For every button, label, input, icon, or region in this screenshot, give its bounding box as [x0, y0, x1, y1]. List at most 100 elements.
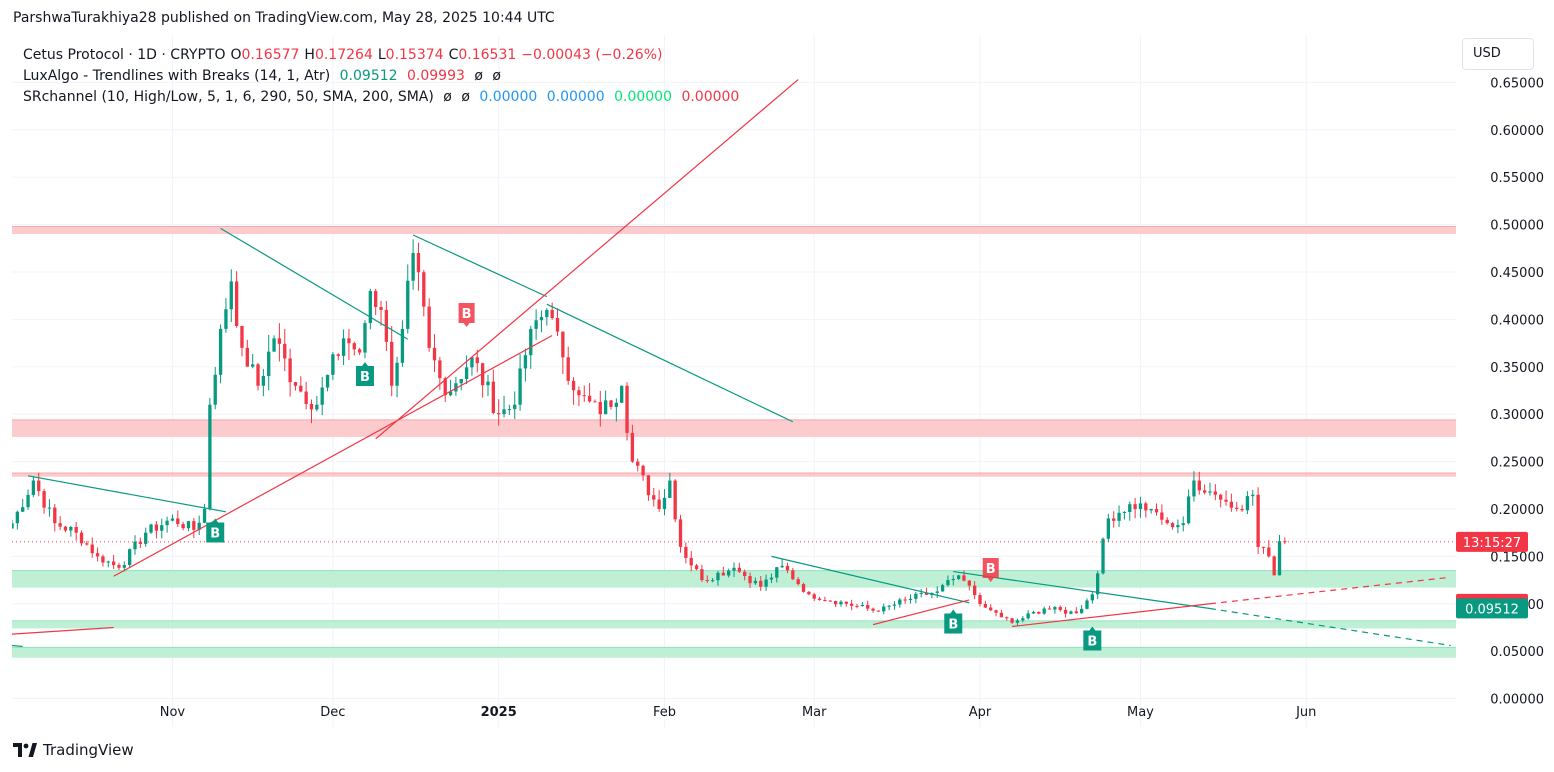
candle-body: [304, 391, 308, 404]
candle-body: [737, 567, 742, 572]
candle-body: [689, 557, 693, 566]
candle-body: [823, 600, 827, 602]
candle-body: [234, 281, 239, 326]
candle-body: [1213, 491, 1217, 495]
candle-body: [26, 494, 30, 508]
candle-body: [828, 600, 832, 602]
candle-body: [646, 475, 651, 496]
publish-caption: ParshwaTurakhiya28 published on TradingV…: [13, 10, 555, 26]
candle-body: [892, 604, 897, 606]
price-axis[interactable]: 0.65000 0.60000 0.55000 0.50000 0.45000 0.400…: [1456, 35, 1554, 727]
candle-body: [1245, 496, 1250, 511]
candle-body: [726, 570, 731, 576]
candle-body: [625, 385, 629, 433]
candle-body: [229, 281, 233, 310]
candle-body: [261, 376, 266, 386]
y-tick-label: 0.25000: [1490, 456, 1544, 471]
candle-body: [1058, 607, 1062, 610]
candle-body: [668, 480, 672, 498]
candle-body: [636, 461, 640, 466]
candle-body: [641, 465, 645, 476]
candle-body: [1069, 611, 1073, 614]
candle-body: [1170, 523, 1175, 528]
candle-body: [871, 608, 875, 611]
candle-body: [571, 380, 576, 391]
candle-body: [759, 580, 763, 587]
trendline-red: [872, 599, 970, 626]
break-marker-bullish[interactable]: B: [1083, 626, 1102, 651]
candle-body: [1053, 607, 1057, 610]
candle-body: [1005, 617, 1009, 619]
candle-body: [780, 565, 784, 568]
candle-body: [1015, 620, 1020, 623]
break-marker-bearish[interactable]: B: [982, 557, 999, 582]
candle-body: [791, 570, 795, 580]
legend-close-label: C: [448, 47, 459, 63]
candle-body: [352, 343, 356, 350]
candle-body: [111, 561, 116, 566]
candle-body: [224, 309, 228, 329]
candle-body: [839, 601, 843, 605]
trendline-red: [1012, 603, 1211, 628]
candle-body: [940, 585, 945, 592]
candle-body: [357, 349, 362, 353]
candle-body: [561, 331, 565, 358]
candle-body: [614, 402, 618, 407]
trendline-teal: [546, 303, 794, 423]
candle-body: [208, 404, 212, 509]
indicator-2-value-1: ø: [443, 89, 452, 105]
candle-body: [850, 603, 854, 606]
chart-legend: Cetus Protocol · 1D · CRYPTO O0.16577 H0.1…: [23, 45, 744, 108]
candle-body: [684, 546, 688, 558]
candle-body: [251, 364, 255, 367]
resistance-zone: [12, 226, 1456, 235]
candle-body: [866, 604, 870, 609]
candle-body: [416, 253, 421, 273]
candle-body: [1202, 490, 1207, 493]
candle-body: [983, 604, 988, 608]
candle-body: [202, 508, 207, 523]
candle-body: [956, 575, 961, 579]
candle-body: [491, 381, 495, 414]
break-marker-label: B: [948, 617, 958, 632]
break-marker-bullish[interactable]: B: [206, 518, 225, 543]
currency-button[interactable]: USD: [1462, 38, 1534, 70]
candle-body: [443, 378, 447, 396]
x-tick-label: Dec: [320, 705, 345, 720]
price-chart[interactable]: B B B B B B: [12, 35, 1456, 727]
candle-body: [673, 480, 677, 520]
break-marker-bullish[interactable]: B: [355, 362, 374, 387]
candle-body: [753, 580, 758, 584]
candle-body: [620, 385, 624, 403]
indicator-2-value-3: 0.00000: [479, 89, 538, 105]
candle-body: [37, 480, 41, 492]
x-tick-label: 2025: [481, 705, 517, 720]
candle-body: [379, 307, 383, 310]
break-marker-bullish[interactable]: B: [944, 609, 963, 634]
candle-body: [1149, 508, 1153, 511]
candle-body: [1144, 503, 1148, 511]
candle-body: [106, 561, 110, 563]
time-axis[interactable]: Nov Dec 2025 Feb Mar Apr May Jun: [12, 697, 1456, 727]
candle-body: [1224, 499, 1228, 502]
tradingview-logo[interactable]: TradingView: [13, 740, 134, 760]
legend-low: 0.15374: [385, 47, 444, 63]
candle-body: [518, 368, 522, 405]
candle-body: [470, 357, 474, 368]
indicator-1-value-3: ø: [474, 68, 483, 84]
candle-body: [58, 523, 62, 527]
candle-body: [218, 328, 223, 375]
candle-body: [149, 524, 153, 533]
candle-body: [213, 374, 217, 405]
candle-body: [593, 401, 597, 403]
candle-body: [967, 580, 971, 586]
break-marker-bearish[interactable]: B: [458, 302, 475, 327]
candle-body: [267, 351, 271, 377]
candle-body: [325, 374, 330, 388]
trendline-red: [1209, 576, 1451, 605]
resistance-zone: [12, 419, 1456, 437]
candle-body: [1181, 523, 1185, 526]
indicator-2-value-5: 0.00000: [614, 89, 672, 105]
candle-body: [256, 364, 260, 386]
candles: [12, 239, 1456, 627]
